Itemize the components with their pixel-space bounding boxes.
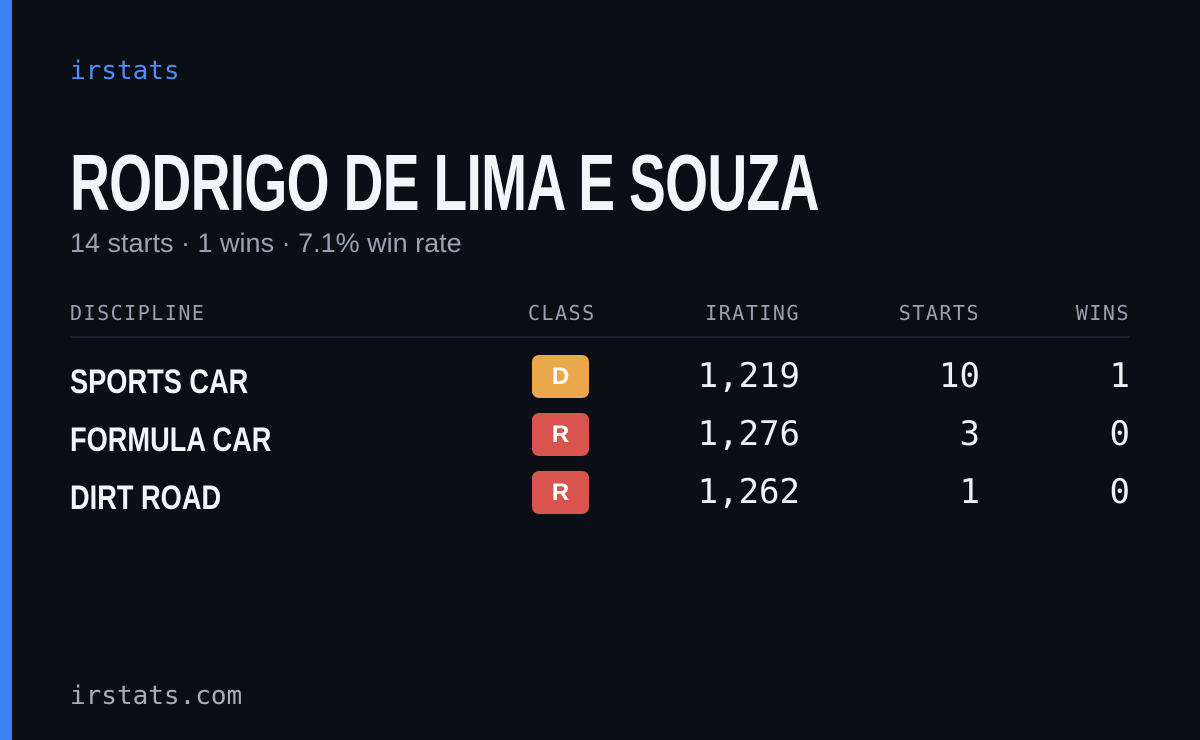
driver-name: RODRIGO DE LIMA E SOUZA [70,138,819,227]
column-header: STARTS [898,301,980,325]
irating: 1,219 [697,356,800,396]
class-badge: R [532,471,589,514]
header-rule [70,336,1130,338]
irating: 1,262 [697,472,800,512]
accent-bar [0,0,12,740]
class-badge: D [532,355,589,398]
footer: irstats.com [70,681,243,711]
discipline: FORMULA CAR [70,421,272,459]
starts: 1 [959,472,980,512]
starts: 3 [959,414,980,454]
discipline: DIRT ROAD [70,479,222,517]
column-header: DISCIPLINE [70,301,206,325]
discipline: SPORTS CAR [70,363,249,401]
driver-summary: 14 starts · 1 wins · 7.1% win rate [70,228,462,258]
column-header: CLASS [528,301,596,325]
column-header: WINS [1075,301,1130,325]
brand: irstats [70,56,180,86]
irating: 1,276 [697,414,800,454]
column-header: IRATING [705,301,800,325]
wins: 0 [1109,472,1130,512]
class-badge: R [532,413,589,456]
starts: 10 [939,356,980,396]
wins: 0 [1109,414,1130,454]
wins: 1 [1109,356,1130,396]
